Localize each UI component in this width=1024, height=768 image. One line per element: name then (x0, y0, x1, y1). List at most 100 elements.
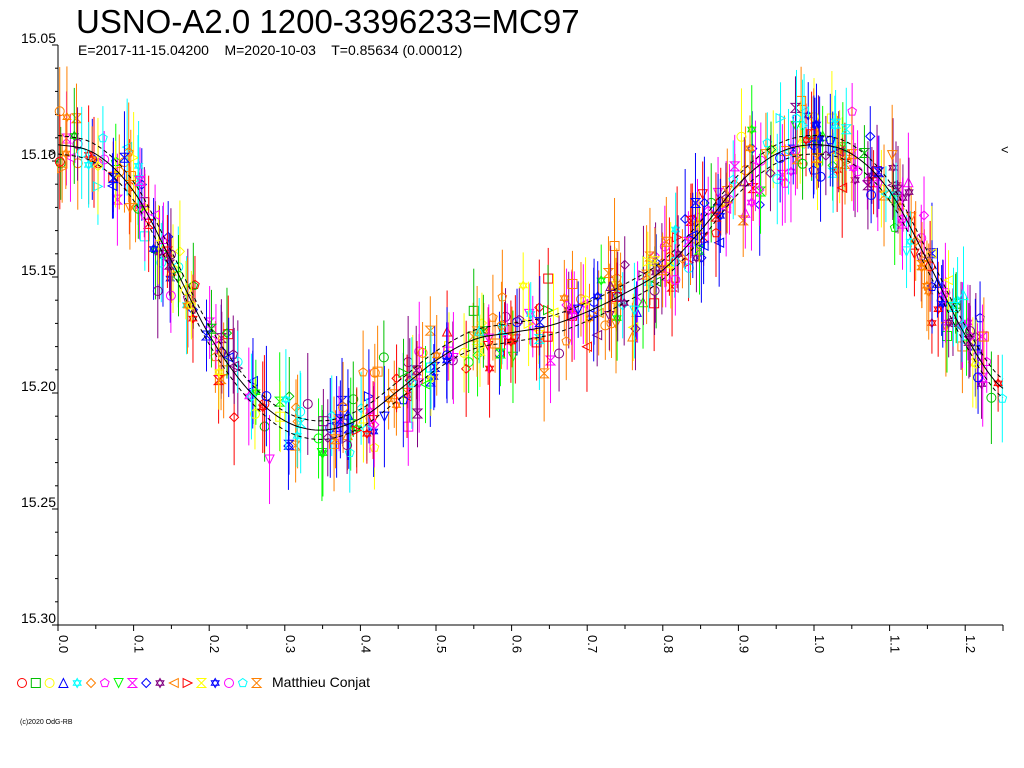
data-point (612, 291, 623, 301)
data-point (910, 235, 921, 247)
data-point (165, 275, 175, 285)
data-point (126, 678, 139, 688)
data-point (826, 113, 837, 124)
data-point (559, 292, 570, 301)
y-tick-label: 15.15 (21, 262, 56, 278)
chart-subtitle: E=2017-11-15.04200 M=2020-10-03 T=0.8563… (78, 42, 463, 58)
data-point (806, 129, 817, 140)
legend-symbol (44, 678, 55, 688)
data-point (17, 678, 27, 688)
data-point (459, 347, 470, 358)
data-point (113, 678, 124, 689)
data-point (901, 246, 912, 258)
data-point (610, 318, 622, 330)
data-point (62, 111, 72, 120)
data-point (943, 317, 954, 326)
legend-symbol (195, 678, 208, 688)
data-point (666, 281, 678, 292)
data-point (123, 147, 134, 157)
data-point (367, 415, 379, 426)
data-point (98, 132, 108, 143)
data-point (118, 152, 131, 163)
legend-symbol (126, 678, 139, 688)
data-point (702, 205, 714, 216)
legend-symbol (113, 678, 124, 689)
data-point (581, 341, 592, 353)
data-point (986, 392, 997, 403)
data-point (650, 267, 661, 276)
data-point (362, 431, 372, 440)
legend-symbol (58, 677, 69, 688)
data-point (926, 248, 938, 259)
x-tick-label: 0.0 (56, 635, 71, 653)
data-point (533, 334, 546, 345)
data-point (909, 248, 920, 260)
data-point (221, 327, 233, 339)
y-tick-label: 15.30 (21, 610, 56, 626)
data-point (72, 680, 82, 689)
data-point (388, 389, 400, 400)
data-point (358, 367, 368, 377)
data-point (195, 678, 208, 688)
data-point (329, 434, 342, 445)
data-point (92, 160, 104, 172)
chart-title: USNO-A2.0 1200-3396233=MC97 (76, 3, 580, 40)
data-point (619, 259, 630, 271)
data-point (775, 112, 787, 124)
data-point (523, 318, 535, 330)
data-point (264, 454, 275, 466)
data-point (746, 199, 757, 209)
data-point (99, 154, 110, 165)
data-point (683, 262, 694, 273)
data-point (739, 175, 750, 187)
legend-symbol (182, 677, 194, 689)
data-point (699, 197, 710, 209)
data-point (363, 391, 375, 402)
legend-symbols (17, 677, 263, 689)
data-point (811, 153, 823, 164)
data-point (745, 145, 755, 154)
y-tick-label: 15.10 (21, 146, 56, 162)
data-point (872, 178, 883, 188)
data-point (369, 419, 380, 430)
data-point (566, 302, 577, 311)
data-point (326, 410, 337, 421)
data-point (473, 325, 485, 336)
data-point (976, 378, 987, 387)
data-point (814, 136, 825, 145)
data-point (58, 677, 69, 688)
data-point (745, 142, 755, 152)
data-point (64, 152, 76, 164)
data-point (687, 230, 698, 241)
data-point (514, 314, 525, 324)
data-point (892, 184, 904, 195)
data-point (997, 393, 1008, 403)
data-point (729, 161, 741, 172)
data-point (593, 307, 604, 319)
x-tick-label: 0.4 (358, 635, 373, 653)
x-tick-label: 0.8 (661, 635, 676, 653)
data-point (158, 233, 169, 244)
data-point (922, 280, 932, 289)
data-point (250, 678, 263, 688)
data-point (561, 336, 572, 346)
data-point (591, 329, 603, 341)
data-point (602, 268, 615, 279)
data-point (154, 249, 165, 259)
data-point (210, 677, 220, 686)
data-point (468, 305, 479, 316)
legend-symbol (99, 677, 110, 688)
data-point (922, 283, 932, 292)
data-point (484, 365, 495, 374)
x-tick-label: 1.2 (963, 635, 978, 653)
data-point (728, 174, 739, 184)
data-point (880, 188, 891, 200)
data-point (251, 389, 261, 398)
data-point (801, 137, 811, 146)
data-point (866, 190, 877, 201)
model-curve (57, 144, 1004, 431)
data-point (237, 677, 248, 688)
data-point (259, 398, 270, 409)
data-point (533, 329, 545, 340)
data-point (61, 148, 71, 157)
